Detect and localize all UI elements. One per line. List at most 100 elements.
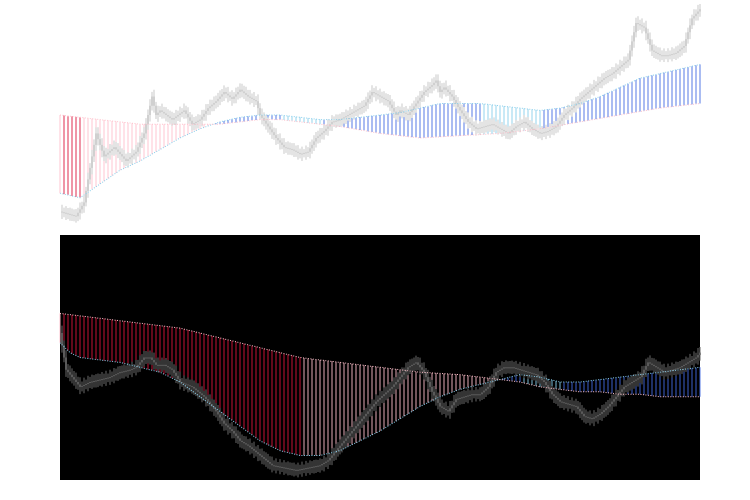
bottom-price-body xyxy=(263,457,265,459)
bottom-price-body xyxy=(349,433,351,436)
top-price-body xyxy=(217,98,219,102)
bottom-price-body xyxy=(77,382,79,385)
top-price-body xyxy=(95,133,97,145)
top-price-body xyxy=(119,151,121,155)
top-price-body xyxy=(197,120,199,122)
top-price-body xyxy=(651,44,653,51)
bottom-price-body xyxy=(539,376,541,379)
top-price-body xyxy=(483,126,485,128)
top-price-body xyxy=(85,190,87,203)
bottom-price-body xyxy=(659,368,661,370)
bottom-price-body xyxy=(75,379,77,382)
top-price-body xyxy=(321,132,323,135)
top-price-body xyxy=(165,113,167,115)
bottom-price-body xyxy=(517,368,519,370)
top-price-body xyxy=(407,113,409,115)
top-price-body xyxy=(505,131,507,133)
top-price-body xyxy=(67,213,69,215)
top-price-body xyxy=(215,101,217,103)
bottom-price-body xyxy=(215,408,217,412)
top-price-body xyxy=(221,94,223,97)
bottom-price-body xyxy=(689,361,691,363)
top-price-body xyxy=(251,97,253,99)
top-price-body xyxy=(83,202,85,206)
bottom-price-body xyxy=(201,393,203,396)
bottom-price-body xyxy=(147,357,149,359)
bottom-price-body xyxy=(481,392,483,395)
top-price-body xyxy=(541,132,543,134)
top-price-body xyxy=(279,140,281,143)
bottom-price-body xyxy=(407,367,409,370)
top-price-body xyxy=(689,25,691,33)
top-price-body xyxy=(173,118,175,120)
bottom-price-body xyxy=(593,417,595,419)
top-price-body xyxy=(531,127,533,129)
bottom-price-body xyxy=(251,447,253,449)
top-price-body xyxy=(295,150,297,152)
top-price-body xyxy=(155,105,157,115)
top-price-body xyxy=(533,128,535,130)
bottom-price-body xyxy=(141,359,143,363)
bottom-price-body xyxy=(557,397,559,400)
top-price-body xyxy=(371,92,373,96)
bottom-price-body xyxy=(589,417,591,419)
bottom-price-body xyxy=(661,369,663,371)
top-price-body xyxy=(415,103,417,107)
bottom-price-body xyxy=(473,394,475,396)
bottom-price-body xyxy=(247,444,249,446)
bottom-price-body xyxy=(195,388,197,391)
bottom-price-body xyxy=(445,408,447,411)
top-price-body xyxy=(331,121,333,125)
bottom-price-body xyxy=(433,391,435,396)
bottom-price-body xyxy=(175,372,177,376)
top-price-body xyxy=(263,117,265,121)
bottom-price-body xyxy=(577,406,579,409)
top-price-body xyxy=(115,147,117,150)
top-price-body xyxy=(141,138,143,143)
bottom-price-body xyxy=(319,465,321,467)
bottom-price-body xyxy=(261,455,263,458)
bottom-price-body xyxy=(209,401,211,405)
bottom-price-body xyxy=(285,467,287,469)
top-price-body xyxy=(669,54,671,56)
bottom-price-body xyxy=(541,378,543,381)
top-price-body xyxy=(431,85,433,87)
bottom-price-body xyxy=(575,405,577,407)
bottom-price-body xyxy=(277,466,279,468)
bottom-price-body xyxy=(459,397,461,399)
bottom-price-body xyxy=(477,394,479,396)
bottom-price-body xyxy=(367,411,369,414)
top-price-body xyxy=(659,54,661,56)
top-price-body xyxy=(453,96,455,101)
bottom-price-body xyxy=(687,362,689,364)
bottom-price-body xyxy=(587,416,589,418)
bottom-price-body xyxy=(299,469,301,471)
top-price-body xyxy=(539,132,541,134)
bottom-price-body xyxy=(125,370,127,372)
top-price-body xyxy=(443,87,445,90)
top-price-body xyxy=(625,61,627,64)
bottom-price-body xyxy=(99,379,101,381)
bottom-price-body xyxy=(173,369,175,373)
bottom-price-body xyxy=(655,366,657,368)
top-price-body xyxy=(589,90,591,92)
bottom-price-body xyxy=(411,364,413,367)
top-price-body xyxy=(73,215,75,217)
bottom-price-body xyxy=(267,460,269,463)
top-price-body xyxy=(339,119,341,121)
top-price-body xyxy=(175,116,177,119)
top-price-body xyxy=(603,78,605,80)
top-price-body xyxy=(601,79,603,82)
bottom-price-body xyxy=(535,374,537,376)
top-price-body xyxy=(691,18,693,26)
bottom-price-body xyxy=(507,367,509,369)
top-price-body xyxy=(249,96,251,98)
bottom-price-body xyxy=(339,445,341,449)
top-price-body xyxy=(445,87,447,90)
top-price-body xyxy=(487,125,489,127)
bottom-price-body xyxy=(171,368,173,370)
bottom-price-body xyxy=(323,462,325,465)
bottom-price-body xyxy=(371,406,373,409)
top-price-body xyxy=(499,127,501,129)
bottom-fast-ma-line xyxy=(59,342,701,456)
